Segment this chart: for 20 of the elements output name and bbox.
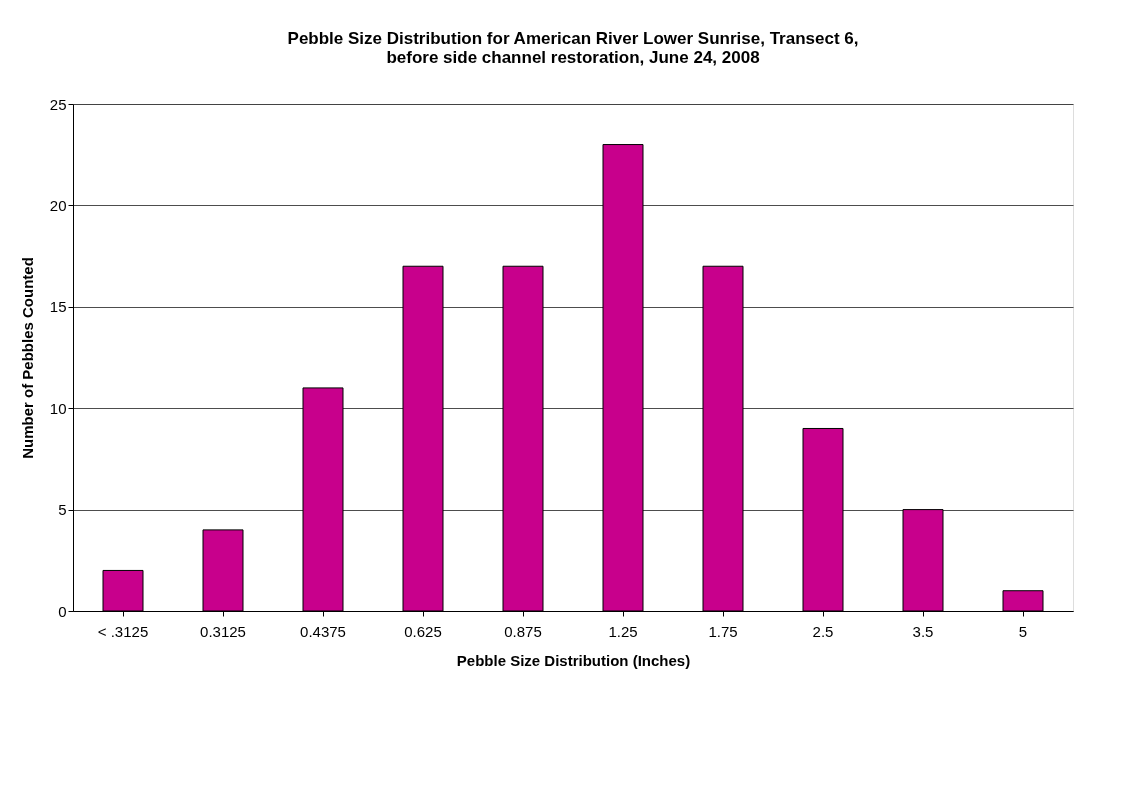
x-tick-label: 2.5 (812, 622, 834, 640)
x-tick-label: < .3125 (97, 622, 149, 640)
x-tick-label: 3.5 (912, 622, 934, 640)
x-tick-label: 0.875 (504, 622, 542, 640)
y-tick-label: 25 (49, 95, 67, 113)
text: before side channel restoration, June 24, 2008 (386, 48, 760, 67)
y-tick-label: 0 (58, 602, 67, 620)
x-tick-label: 5 (1018, 622, 1028, 640)
x-tick-label: 1.75 (708, 622, 738, 640)
y-tick-label: 20 (49, 196, 67, 214)
x-tick-label: 1.25 (608, 622, 638, 640)
y-axis-title: Number of Pebbles Counted (18, 257, 36, 459)
y-tick-label: 10 (49, 399, 67, 417)
text: Pebble Size Distribution for American River Lower Sunrise, Transect 6, (287, 29, 859, 48)
y-tick-label: 5 (58, 501, 67, 519)
x-tick-label: 0.625 (404, 622, 442, 640)
x-tick-label: 0.4375 (300, 622, 346, 640)
x-axis-title: Pebble Size Distribution (Inches) (456, 651, 691, 669)
x-tick-label: 0.3125 (200, 622, 246, 640)
y-tick-label: 15 (49, 298, 67, 316)
